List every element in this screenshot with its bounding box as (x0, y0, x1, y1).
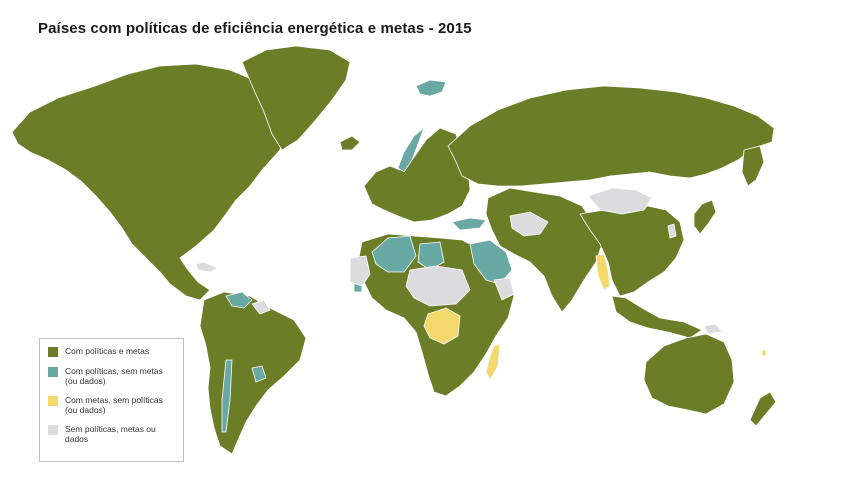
region-norway (397, 126, 425, 173)
region-iceland (339, 135, 361, 151)
legend-swatch-policies-no-targets (48, 367, 58, 377)
region-svalbard (415, 79, 447, 97)
legend-label: Com metas, sem políticas (ou dados) (65, 395, 163, 415)
region-myanmar (595, 253, 611, 291)
region-papua (703, 323, 723, 335)
region-central-asia-nodata (509, 211, 549, 237)
region-no-data (195, 187, 723, 335)
legend-label: Sem políticas, metas ou dados (65, 424, 156, 444)
region-arabia (469, 239, 513, 285)
region-policies-and-targets (11, 45, 777, 455)
map-legend: Com políticas e metas Com políticas, sem… (39, 338, 184, 462)
legend-label: Com políticas, sem metas (ou dados) (65, 366, 163, 386)
legend-item: Com metas, sem políticas (ou dados) (48, 395, 177, 415)
region-caribbean (195, 261, 219, 273)
legend-item: Com políticas, sem metas (ou dados) (48, 366, 177, 386)
region-southeast-asia (611, 295, 703, 339)
legend-swatch-targets-no-policies (48, 396, 58, 406)
region-japan (693, 199, 717, 235)
legend-label: Com políticas e metas (65, 346, 150, 356)
map-title: Países com políticas de eficiência energ… (38, 20, 472, 37)
region-targets-no-policies (423, 253, 767, 381)
region-paraguay (251, 365, 267, 383)
legend-item: Sem políticas, metas ou dados (48, 424, 177, 444)
region-pacific-island (761, 349, 767, 357)
region-turkey (451, 217, 487, 231)
region-greenland (241, 45, 351, 151)
region-chile (221, 359, 233, 433)
legend-item: Com políticas e metas (48, 346, 177, 357)
region-australia (643, 333, 735, 415)
region-horn-africa (493, 277, 515, 301)
legend-swatch-policies-and-targets (48, 347, 58, 357)
region-sahel (349, 255, 371, 287)
region-policies-no-targets (221, 79, 513, 433)
region-kamchatka (741, 145, 765, 187)
region-venezuela (225, 291, 253, 309)
region-new-zealand (749, 391, 777, 427)
region-south-america (199, 291, 307, 455)
region-guyanas (251, 299, 271, 315)
region-korea (667, 223, 677, 239)
region-central-africa (405, 265, 471, 307)
region-mongolia (587, 187, 653, 215)
region-north-america (11, 63, 287, 301)
legend-swatch-none (48, 425, 58, 435)
region-north-africa (371, 235, 417, 273)
region-dr-congo (423, 307, 461, 345)
region-russia (447, 85, 775, 187)
region-madagascar (485, 343, 501, 381)
